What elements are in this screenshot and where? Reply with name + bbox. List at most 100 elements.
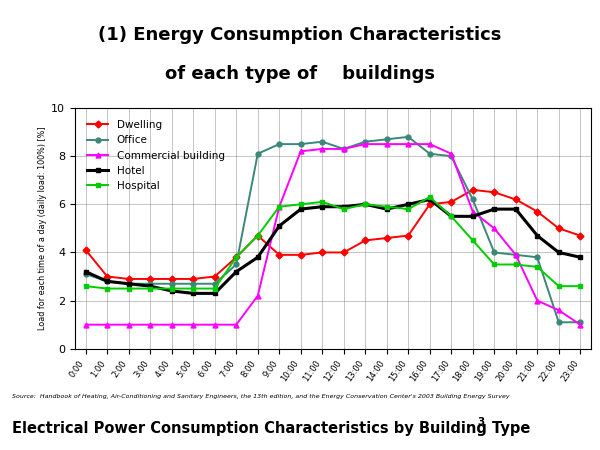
Dwelling	[404, 233, 412, 238]
Text: (1) Energy Consumption Characteristics: (1) Energy Consumption Characteristics	[98, 26, 502, 44]
Commercial building	[426, 141, 433, 147]
Hospital	[512, 262, 520, 267]
Hospital	[146, 286, 154, 291]
Dwelling	[146, 276, 154, 282]
Office	[168, 281, 175, 287]
Hotel	[82, 269, 89, 274]
Hospital	[104, 286, 111, 291]
Commercial building	[125, 322, 133, 328]
Dwelling	[233, 255, 240, 260]
Hotel	[190, 291, 197, 296]
Office	[125, 281, 133, 287]
Hospital	[340, 207, 347, 212]
Commercial building	[448, 151, 455, 157]
Office	[254, 151, 262, 157]
Hospital	[125, 286, 133, 291]
Dwelling	[168, 276, 175, 282]
Hospital	[233, 255, 240, 260]
Commercial building	[383, 141, 391, 147]
Dwelling	[340, 250, 347, 255]
Office	[104, 279, 111, 284]
Text: of each type of    buildings: of each type of buildings	[165, 65, 435, 83]
Hotel	[125, 281, 133, 287]
Office	[448, 153, 455, 159]
Text: Electrical Power Consumption Characteristics by Building Type: Electrical Power Consumption Characteris…	[12, 421, 530, 436]
Office	[340, 146, 347, 152]
Office	[404, 134, 412, 140]
Dwelling	[469, 187, 476, 193]
Dwelling	[426, 202, 433, 207]
Hospital	[533, 264, 541, 270]
Hotel	[404, 202, 412, 207]
Hospital	[82, 284, 89, 289]
Hospital	[254, 233, 262, 238]
Commercial building	[82, 322, 89, 328]
Legend: Dwelling, Office, Commercial building, Hotel, Hospital: Dwelling, Office, Commercial building, H…	[83, 116, 229, 195]
Office	[190, 281, 197, 287]
Hospital	[555, 284, 562, 289]
Hospital	[319, 199, 326, 205]
Hospital	[426, 194, 433, 200]
Commercial building	[275, 204, 283, 209]
Hotel	[533, 233, 541, 238]
Office	[362, 139, 369, 144]
Hospital	[168, 286, 175, 291]
Hospital	[383, 204, 391, 209]
Commercial building	[104, 322, 111, 328]
Commercial building	[254, 293, 262, 298]
Hospital	[362, 202, 369, 207]
Hotel	[211, 291, 218, 296]
Text: Difference between day and night   in summer: Difference between day and night in summ…	[287, 109, 544, 119]
Office	[275, 141, 283, 147]
Commercial building	[340, 146, 347, 152]
Dwelling	[82, 248, 89, 253]
Dwelling	[577, 233, 584, 238]
Hospital	[190, 286, 197, 291]
Commercial building	[168, 322, 175, 328]
Dwelling	[275, 252, 283, 257]
Dwelling	[297, 252, 304, 257]
Hotel	[168, 288, 175, 294]
Dwelling	[190, 276, 197, 282]
Line: Hospital: Hospital	[83, 195, 583, 291]
Line: Commercial building: Commercial building	[83, 142, 583, 327]
Text: Dwelling:                    2.5 times: Dwelling: 2.5 times	[268, 172, 422, 182]
Dwelling	[491, 189, 498, 195]
Hotel	[275, 223, 283, 229]
Dwelling	[254, 233, 262, 238]
Dwelling	[383, 235, 391, 241]
Text: Hotel, hospital:             2 times: Hotel, hospital: 2 times	[268, 151, 419, 161]
Office	[82, 271, 89, 277]
Text: Office, commercial building:    8 times: Office, commercial building: 8 times	[268, 131, 454, 141]
Text: Source:  Handbook of Heating, Air-Conditioning and Sanitary Engineers, the 13th : Source: Handbook of Heating, Air-Conditi…	[12, 394, 509, 399]
Commercial building	[233, 322, 240, 328]
Dwelling	[512, 197, 520, 202]
Hotel	[254, 255, 262, 260]
Office	[383, 137, 391, 142]
Hotel	[512, 207, 520, 212]
Commercial building	[469, 209, 476, 214]
Office	[319, 139, 326, 144]
Hospital	[469, 238, 476, 243]
Office	[146, 281, 154, 287]
Hotel	[297, 207, 304, 212]
Hotel	[426, 197, 433, 202]
Commercial building	[512, 252, 520, 257]
Commercial building	[404, 141, 412, 147]
Office	[469, 197, 476, 202]
Commercial building	[319, 146, 326, 152]
Hotel	[491, 207, 498, 212]
Hotel	[469, 214, 476, 219]
Hospital	[275, 204, 283, 209]
Office	[233, 262, 240, 267]
Commercial building	[362, 141, 369, 147]
Office	[297, 141, 304, 147]
Commercial building	[555, 307, 562, 313]
Line: Hotel: Hotel	[83, 197, 583, 296]
Hospital	[448, 214, 455, 219]
Hotel	[146, 284, 154, 289]
Hospital	[404, 207, 412, 212]
Commercial building	[577, 322, 584, 328]
Office	[211, 281, 218, 287]
Office	[577, 320, 584, 325]
